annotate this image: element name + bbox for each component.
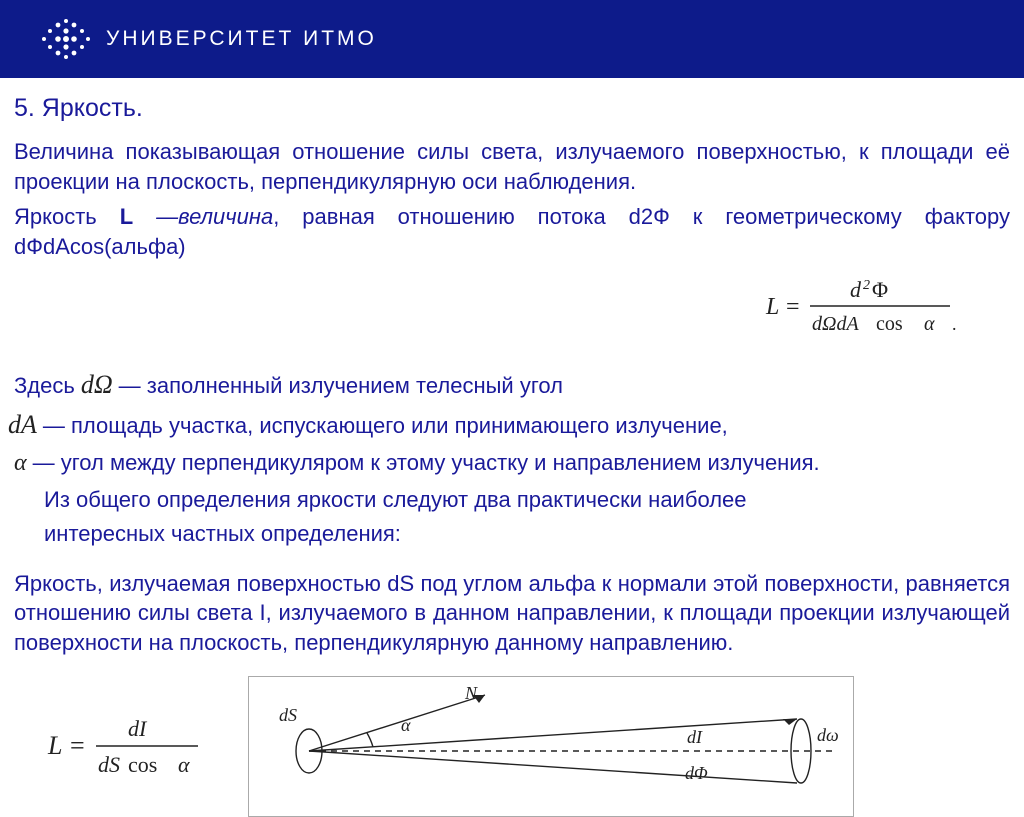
svg-text:α: α (924, 313, 935, 335)
svg-text:dΦ: dΦ (685, 763, 708, 783)
def-dA-text: — площадь участка, испускающего или прин… (43, 409, 728, 443)
p2-c: —величина (133, 204, 273, 229)
defs-intro: Здесь (14, 369, 75, 403)
svg-text:L: L (47, 731, 62, 760)
svg-text:d: d (850, 277, 862, 302)
formula-L-main: L = d2Φ dΩdA cos α . (14, 272, 1010, 347)
svg-text:dω: dω (817, 725, 839, 745)
logo: УНИВЕРСИТЕТ ИТМО (36, 17, 377, 61)
light-cone-diagram: dS N α dI dΦ dω (248, 676, 854, 817)
svg-text:L: L (765, 294, 779, 320)
brand-text: УНИВЕРСИТЕТ ИТМО (106, 27, 377, 51)
def-conclusion-2: интересных частных определения: (14, 517, 1010, 551)
svg-text:=: = (70, 731, 85, 760)
def-dOmega: Здесь dΩ — заполненный излучением телесн… (14, 365, 1010, 405)
symbol-definitions: Здесь dΩ — заполненный излучением телесн… (14, 365, 1010, 551)
def-conclusion-1: Из общего определения яркости следуют дв… (14, 483, 1010, 517)
svg-text:dΩdA: dΩdA (812, 313, 859, 335)
svg-text:Φ: Φ (872, 277, 888, 302)
itmo-dots-icon (36, 17, 92, 61)
p2-b: L (120, 204, 133, 229)
diagram-svg: dS N α dI dΦ dω (261, 685, 841, 803)
svg-text:α: α (401, 715, 411, 735)
svg-text:dI: dI (128, 716, 148, 741)
paragraph-luminance-L: Яркость L —величина, равная отношению по… (14, 202, 1010, 261)
paragraph-definition: Величина показывающая отношение силы све… (14, 137, 1010, 196)
svg-text:α: α (178, 752, 190, 777)
paragraph-surface: Яркость, излучаемая поверхностью dS под … (14, 569, 1010, 658)
bottom-row: L = dI dS cos α (14, 676, 1010, 817)
sym-dA: dA (8, 405, 37, 445)
def-dOmega-text: — заполненный излучением телесный угол (119, 369, 563, 403)
section-title: 5. Яркость. (14, 94, 1010, 123)
def-alpha: α — угол между перпендикуляром к этому у… (14, 445, 1010, 482)
svg-text:cos: cos (128, 752, 157, 777)
header-bar: УНИВЕРСИТЕТ ИТМО (0, 0, 1024, 78)
p2-a: Яркость (14, 204, 120, 229)
sym-alpha: α (14, 445, 27, 482)
svg-text:=: = (786, 294, 800, 320)
slide-content: 5. Яркость. Величина показывающая отноше… (0, 78, 1024, 817)
svg-text:2: 2 (863, 278, 870, 293)
sym-dOmega: dΩ (81, 365, 113, 405)
formula2-svg: L = dI dS cos α (38, 706, 208, 786)
svg-text:dS: dS (279, 705, 297, 725)
svg-text:dI: dI (687, 727, 703, 747)
svg-text:N: N (464, 685, 478, 703)
svg-text:.: . (952, 314, 957, 334)
formula1-svg: L = d2Φ dΩdA cos α . (760, 272, 960, 342)
svg-text:cos: cos (876, 313, 903, 335)
def-dA: dA — площадь участка, испускающего или п… (14, 405, 1010, 445)
svg-text:dS: dS (98, 752, 120, 777)
def-alpha-text: — угол между перпендикуляром к этому уча… (33, 446, 820, 480)
